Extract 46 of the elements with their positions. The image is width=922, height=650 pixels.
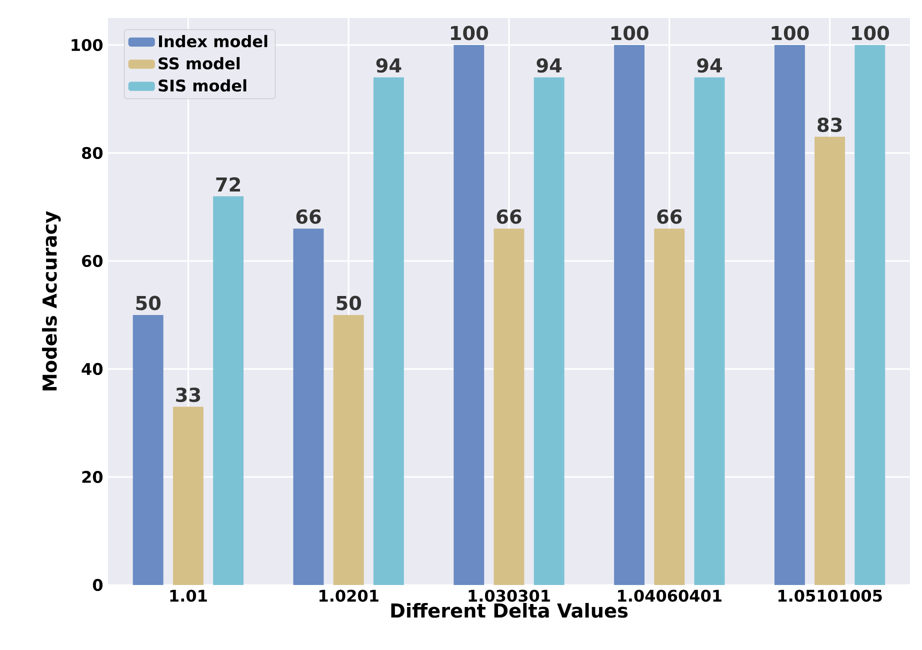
data-label: 66 (657, 209, 682, 224)
bar (333, 314, 364, 585)
bar (654, 228, 685, 585)
data-label: 50 (136, 296, 161, 310)
x-axis-title: Different Delta Values (391, 602, 628, 618)
y-tick-label: 60 (82, 254, 103, 268)
data-label: 100 (772, 26, 809, 40)
bar (454, 44, 484, 585)
data-label: 66 (296, 209, 321, 224)
x-tick-label: 1.030301 (468, 590, 550, 602)
bar (293, 228, 324, 585)
data-label: 94 (536, 58, 562, 73)
bar (132, 314, 164, 585)
bar (213, 196, 244, 585)
y-tick-label: 20 (82, 470, 103, 484)
data-label: 94 (697, 58, 722, 73)
bar (373, 77, 404, 585)
data-label: 33 (176, 388, 200, 402)
data-label: 50 (336, 296, 362, 310)
x-tick-label: 1.05101005 (778, 590, 882, 602)
bar (854, 44, 886, 585)
bar (694, 77, 725, 585)
data-label: 100 (451, 26, 488, 40)
y-tick-label: 100 (72, 38, 103, 52)
y-tick-label: 0 (92, 578, 103, 592)
data-label: 100 (611, 26, 648, 40)
bar (494, 228, 524, 585)
data-label: 100 (852, 26, 890, 40)
data-label: 83 (818, 118, 842, 132)
y-axis-title: Models Accuracy (42, 211, 61, 390)
legend-label: SIS model (158, 79, 246, 92)
bar (774, 44, 805, 585)
bar (814, 136, 846, 585)
data-label: 94 (376, 58, 402, 73)
bar (172, 406, 204, 585)
y-tick-label: 40 (82, 362, 103, 376)
data-label: 66 (496, 209, 522, 224)
bar (534, 77, 564, 585)
y-tick-label: 80 (82, 146, 103, 160)
x-tick-label: 1.0201 (320, 590, 378, 602)
bar (614, 44, 645, 585)
legend-label: SS model (158, 57, 240, 70)
x-tick-label: 1.01 (170, 590, 207, 602)
x-tick-label: 1.04060401 (618, 590, 722, 602)
data-label: 72 (216, 177, 240, 192)
legend-label: Index model (159, 34, 268, 48)
